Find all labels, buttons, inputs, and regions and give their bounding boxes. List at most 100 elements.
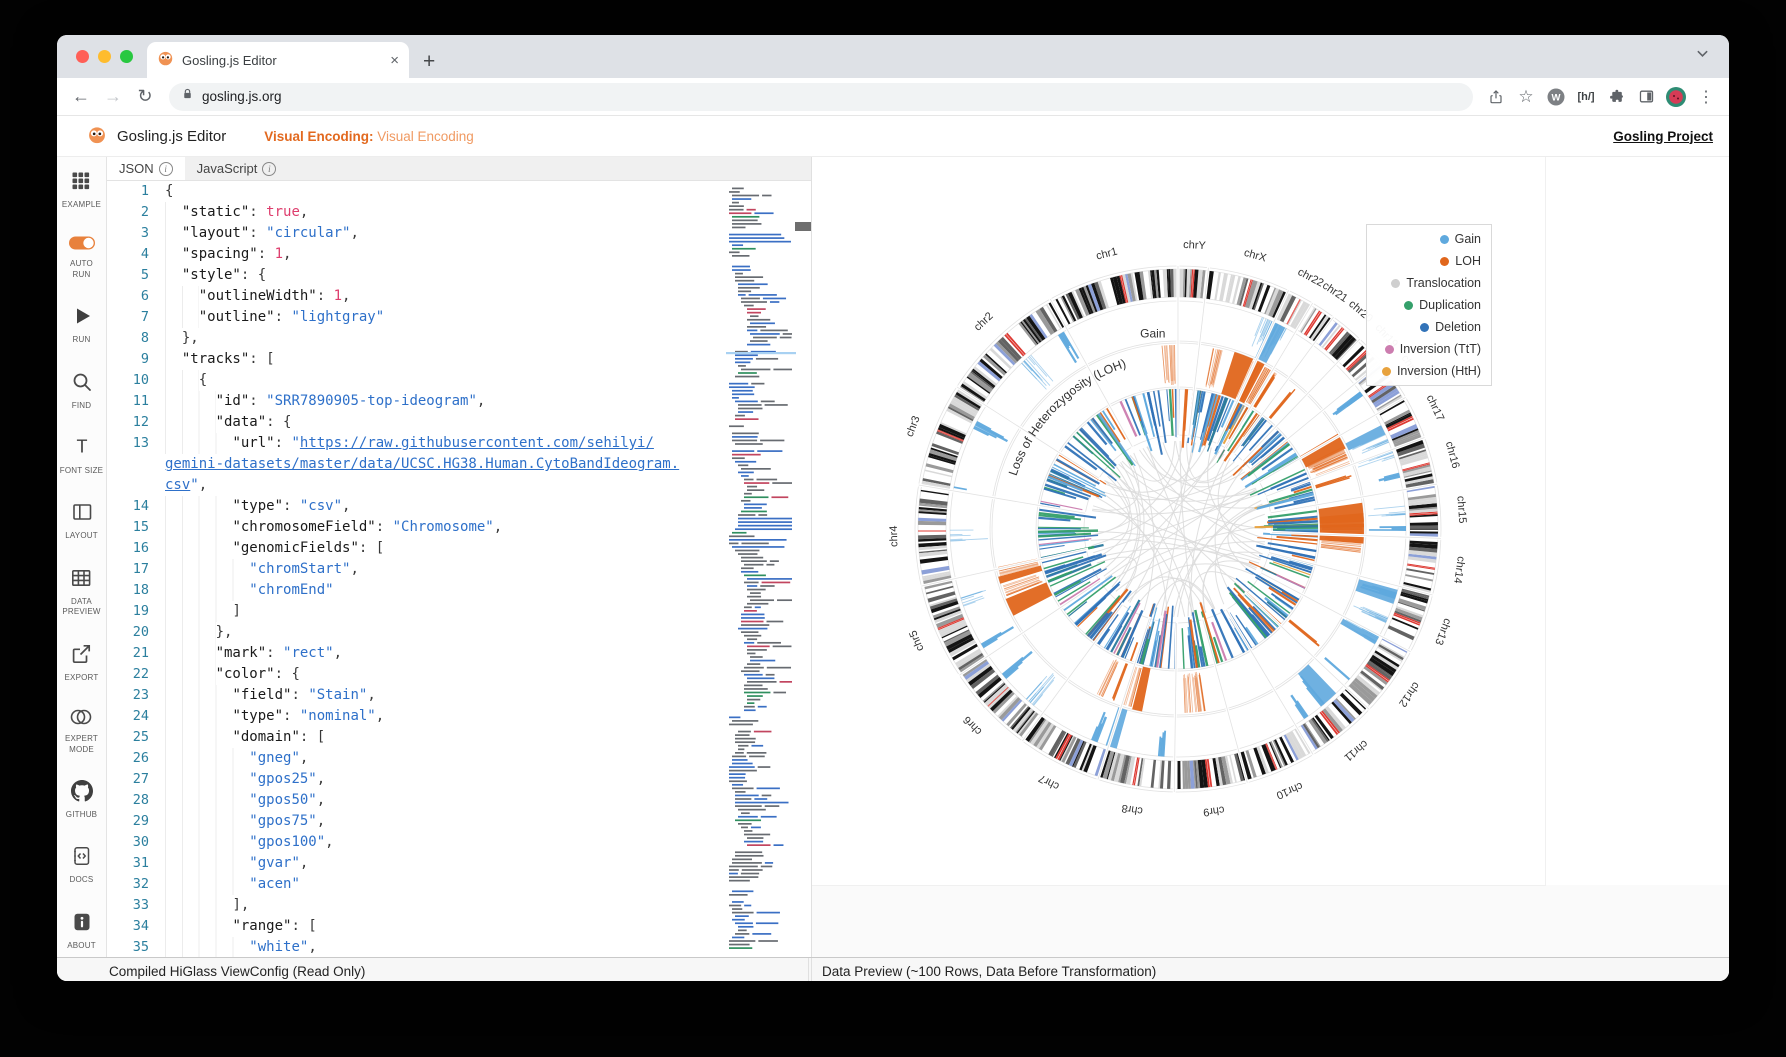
sidebar-item-docs[interactable]: DOCS [70,845,94,886]
scrollbar-handle[interactable] [795,222,811,231]
viz-container[interactable]: chr1 chr2 chr3 chr4 chr5 chr6 chr7 chr8 chr9 chr1… [812,157,1546,886]
code-row[interactable]: 27 "gpos25", [107,769,811,790]
sidebar-item-find[interactable]: FIND [71,371,93,412]
code-row[interactable]: 35 "white", [107,937,811,957]
sidebar-item-expert-mode[interactable]: EXPERT MODE [65,708,98,756]
code-row[interactable]: 13 "url": " https://raw.githubusercontent.… [107,433,811,454]
code-row[interactable]: 5 "style": { [107,265,811,286]
chromosome-label: chr6 [961,713,984,737]
line-number: 33 [132,897,149,913]
editor-scrollbar[interactable] [795,181,811,957]
window-controls[interactable] [76,50,133,63]
code-row[interactable]: 34 "range": [ [107,916,811,937]
code-row[interactable]: 21 "mark": "rect", [107,643,811,664]
share-icon[interactable] [1483,84,1509,110]
sidebar-item-font-size[interactable]: T FONT SIZE [60,436,103,477]
code-row[interactable]: 24 "type": "nominal", [107,706,811,727]
code-row[interactable]: 29 "gpos75", [107,811,811,832]
code-row[interactable]: 19] [107,601,811,622]
code-row[interactable]: 17 "chromStart", [107,559,811,580]
minimap[interactable] [726,181,796,957]
sidebar-item-data-preview[interactable]: DATA PREVIEW [62,567,100,619]
code-row[interactable]: 12 "data": { [107,412,811,433]
code-row[interactable]: 6 "outlineWidth": 1, [107,286,811,307]
tab-title: Gosling.js Editor [182,52,277,68]
code-row[interactable]: 26 "gneg", [107,748,811,769]
code-row[interactable]: 11 "id": "SRR7890905-top-ideogram", [107,391,811,412]
compiled-viewconfig-bar[interactable]: Compiled HiGlass ViewConfig (Read Only) [57,958,809,981]
code-row[interactable]: 4 "spacing": 1, [107,244,811,265]
github-icon [70,780,93,807]
sidebar-item-auto-run[interactable]: AUTO RUN [68,235,96,281]
code-row[interactable]: 16 "genomicFields": [ [107,538,811,559]
line-number: 18 [132,582,149,598]
editor-tab-label: JSON [119,161,154,176]
address-bar[interactable]: gosling.js.org [169,82,1473,111]
gosling-project-link[interactable]: Gosling Project [1613,128,1713,144]
example-selector[interactable]: Visual Encoding: Visual Encoding [264,129,474,144]
extensions-puzzle-icon[interactable] [1603,84,1629,110]
new-tab-button[interactable]: + [423,50,436,73]
chromosome-label: chr4 [888,525,901,547]
editor-tab-javascript[interactable]: JavaScript i [185,157,289,180]
code-row[interactable]: 20}, [107,622,811,643]
w-extension-icon[interactable]: W [1543,84,1569,110]
code-area[interactable]: 1{2 "static": true, 3 "layout": "circular",… [107,181,811,957]
code-row[interactable]: 9 "tracks": [ [107,349,811,370]
sidebar-item-export[interactable]: EXPORT [65,643,99,684]
code-row[interactable]: 30 "gpos100", [107,832,811,853]
code-row[interactable]: gemini-datasets/master/data/UCSC.HG38.Hu… [107,454,811,475]
line-number: 16 [132,540,149,556]
line-number: 11 [132,393,149,409]
code-row[interactable]: csv ", [107,475,811,496]
hypothesis-extension-icon[interactable]: [h/] [1577,90,1595,103]
code-row[interactable]: 25 "domain": [ [107,727,811,748]
browser-menu-icon[interactable]: ⋮ [1698,88,1714,106]
code-row[interactable]: 18 "chromEnd" [107,580,811,601]
line-number: 21 [132,645,149,661]
code-row[interactable]: 33], [107,895,811,916]
code-row[interactable]: 10 { [107,370,811,391]
back-icon[interactable]: ← [72,86,90,106]
editor-tab-json[interactable]: JSON i [107,157,185,180]
profile-avatar[interactable] [1663,84,1689,110]
reload-icon[interactable]: ↻ [137,86,153,106]
close-window-button[interactable] [76,50,89,63]
data-preview-bar[interactable]: Data Preview (~100 Rows, Data Before Tra… [811,958,1729,981]
code-row[interactable]: 32 "acen" [107,874,811,895]
code-row[interactable]: 23 "field": "Stain", [107,685,811,706]
line-number: 19 [132,603,149,619]
code-row[interactable]: 15 "chromosomeField": "Chromosome", [107,517,811,538]
sidebar-item-about[interactable]: ABOUT [67,911,96,952]
minimize-window-button[interactable] [98,50,111,63]
code-row[interactable]: 14 "type": "csv", [107,496,811,517]
code-row[interactable]: 28 "gpos50", [107,790,811,811]
legend-label: Translocation [1406,276,1481,290]
sidebar-item-example[interactable]: EXAMPLE [62,170,101,211]
code-token: "Chromosome" [392,519,494,535]
sidebar-item-run[interactable]: RUN [71,305,93,346]
chromosome-label: chr21 [1320,280,1350,305]
bookmark-star-icon[interactable]: ☆ [1518,86,1534,106]
code-token: , [316,792,326,808]
side-panel-icon[interactable] [1633,84,1659,110]
maximize-window-button[interactable] [120,50,133,63]
code-token: "style" [181,267,241,283]
code-row[interactable]: 7 "outline": "lightgray" [107,307,811,328]
code-row[interactable]: 22 "color": { [107,664,811,685]
url-text[interactable]: gosling.js.org [202,89,282,104]
sidebar-item-layout[interactable]: LAYOUT [65,501,98,542]
tab-close-icon[interactable]: × [390,51,399,69]
code-row[interactable]: 31 "gvar", [107,853,811,874]
circular-visualization[interactable]: chr1 chr2 chr3 chr4 chr5 chr6 chr7 chr8 chr9 chr1… [812,157,1545,885]
code-row[interactable]: 3 "layout": "circular", [107,223,811,244]
line-number: 26 [132,750,149,766]
code-row[interactable]: 1{ [107,181,811,202]
line-number: 1 [140,183,149,199]
code-row[interactable]: 2 "static": true, [107,202,811,223]
tab-search-chevron-icon[interactable] [1696,47,1709,65]
code-row[interactable]: 8}, [107,328,811,349]
browser-tab[interactable]: Gosling.js Editor × [147,42,409,78]
chromosome-label: chr5 [907,628,926,652]
sidebar-item-github[interactable]: GITHUB [66,780,97,821]
